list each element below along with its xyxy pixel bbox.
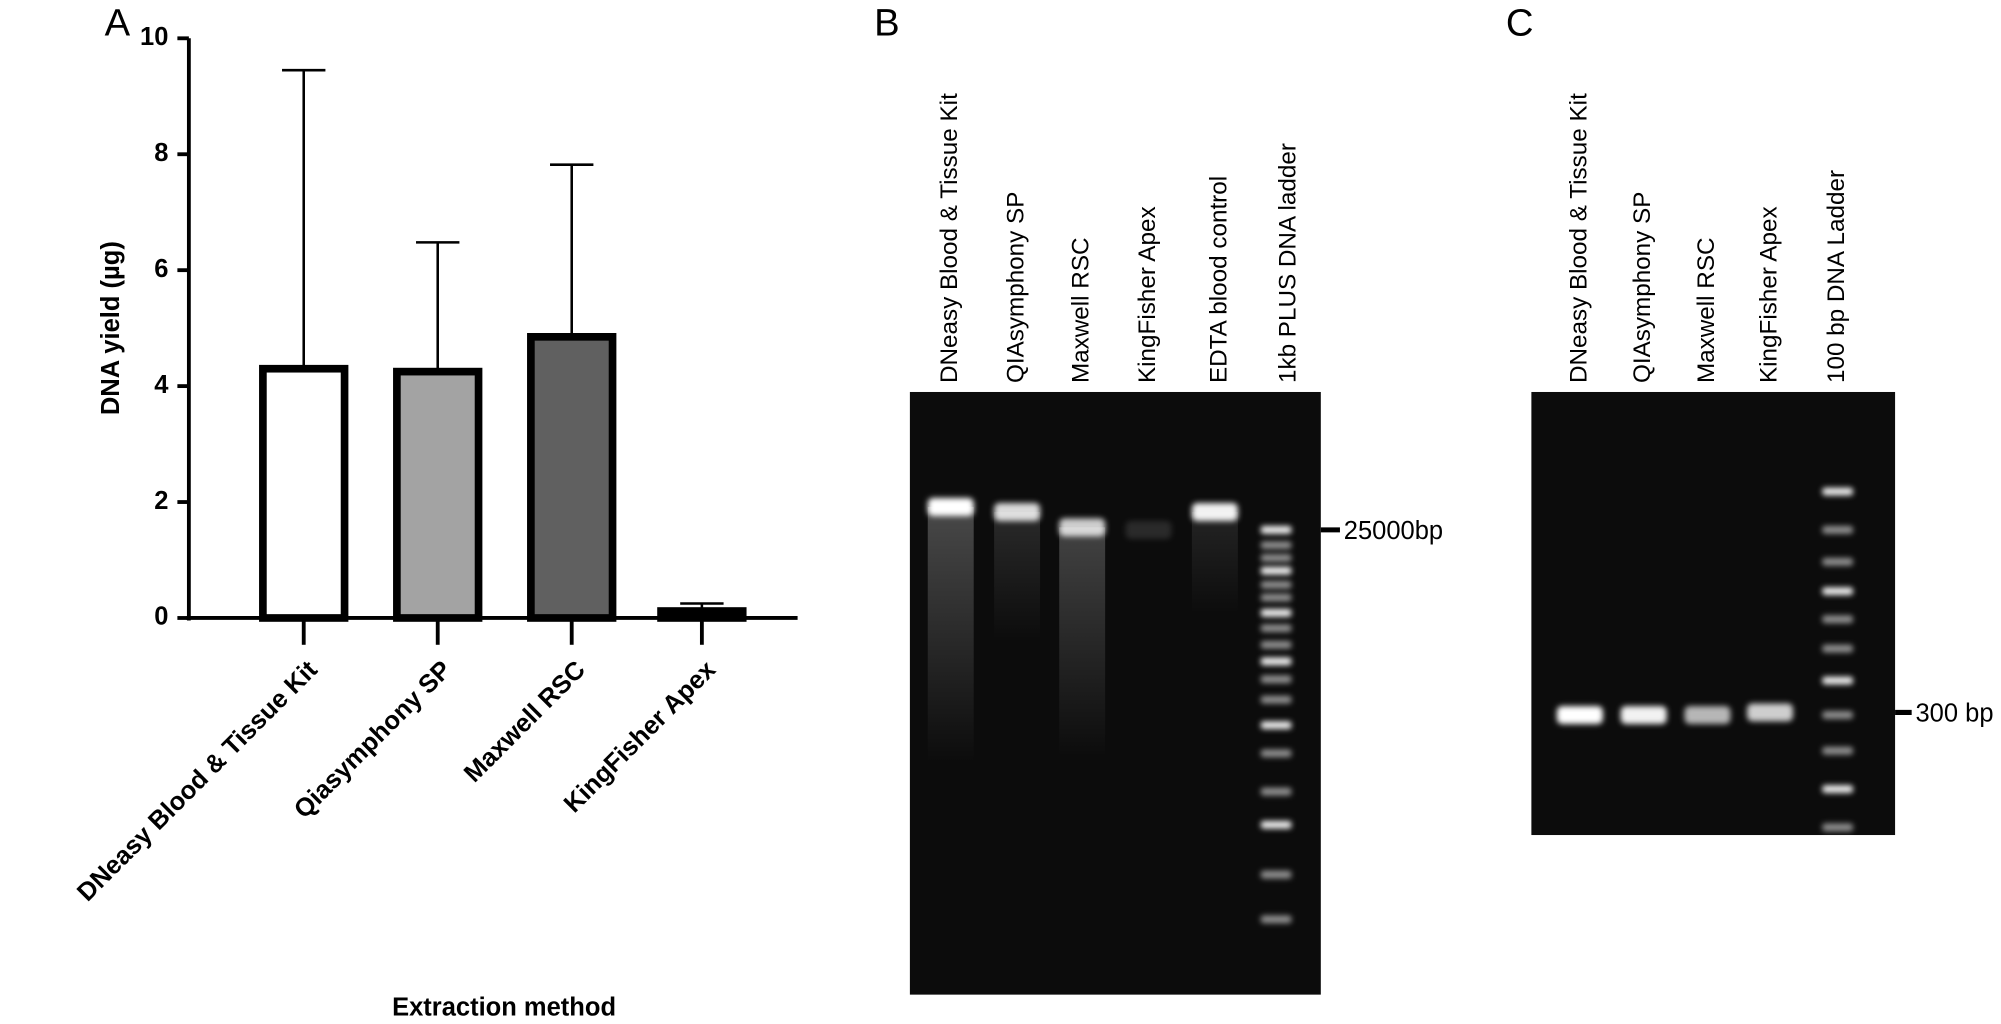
ladder-band <box>1260 554 1292 562</box>
ladder-band <box>1260 657 1292 666</box>
ladder-band <box>1822 526 1853 534</box>
ladder-band <box>1822 615 1853 624</box>
smear <box>927 506 974 763</box>
y-tick-label: 10 <box>140 23 168 51</box>
ladder-band <box>1260 721 1292 730</box>
panel-label: C <box>1506 2 1534 45</box>
lane-label: QIAsymphony SP <box>1003 192 1030 383</box>
smear <box>1059 527 1106 758</box>
ladder-band <box>1260 915 1292 924</box>
ladder-band <box>1260 541 1292 550</box>
ladder-band <box>1260 624 1292 633</box>
bar <box>657 607 747 622</box>
lane-label: KingFisher Apex <box>1134 206 1161 383</box>
ladder-band <box>1260 870 1292 879</box>
lane-label: 1kb PLUS DNA ladder <box>1274 143 1301 383</box>
ladder-band <box>1822 557 1853 566</box>
band <box>1059 518 1106 537</box>
lane-label: DNeasy Blood & Tissue Kit <box>936 93 963 383</box>
y-tick-label: 4 <box>154 371 169 399</box>
lane-label: EDTA blood control <box>1205 176 1232 383</box>
panel-label: B <box>874 2 900 45</box>
ladder-band <box>1822 587 1853 595</box>
ladder-band <box>1822 676 1853 685</box>
smear <box>1191 512 1238 615</box>
ladder-band <box>1822 823 1853 832</box>
band <box>994 503 1041 521</box>
band <box>1620 706 1667 724</box>
ladder-band <box>1260 675 1292 684</box>
ladder-band <box>1260 640 1292 649</box>
y-axis-label: DNA yield (µg) <box>97 241 125 415</box>
ladder-band <box>1260 566 1292 575</box>
ladder-band <box>1260 787 1292 796</box>
ladder-band <box>1822 746 1853 755</box>
ladder-band <box>1260 695 1292 704</box>
panel-label: A <box>105 2 131 45</box>
bar <box>393 367 483 622</box>
gel-c: C DNeasy Blood & Tissue Kit QIAsymphony SP… <box>1506 2 1994 836</box>
lane-label: Maxwell RSC <box>1068 237 1095 383</box>
ladder-band <box>1260 580 1292 589</box>
band <box>1191 503 1238 521</box>
band <box>1556 706 1603 724</box>
ladder-band <box>1260 820 1292 829</box>
ladder-band <box>1260 609 1292 617</box>
lane-label: QIAsymphony SP <box>1629 192 1656 383</box>
band <box>1747 703 1793 722</box>
x-axis-label: Extraction method <box>392 993 616 1021</box>
bar <box>259 364 349 622</box>
lane-label: DNeasy Blood & Tissue Kit <box>1565 93 1592 383</box>
ladder-band <box>1822 785 1853 793</box>
marker-label: 300 bp <box>1915 700 1993 728</box>
ladder-band <box>1260 526 1292 534</box>
y-tick-label: 6 <box>154 255 168 283</box>
band <box>927 497 974 516</box>
ladder-band <box>1822 487 1853 496</box>
y-tick-label: 2 <box>154 487 168 515</box>
x-tick-label: DNeasy Blood & Tissue Kit <box>72 655 323 906</box>
y-tick-label: 0 <box>154 603 168 631</box>
x-tick-label: Maxwell RSC <box>459 656 591 788</box>
gel-image <box>1531 391 1896 836</box>
marker-label: 25000bp <box>1344 517 1443 545</box>
band <box>1125 520 1172 539</box>
gel-image <box>909 391 1321 995</box>
ladder-band <box>1260 749 1292 758</box>
lane-label: Maxwell RSC <box>1693 237 1720 383</box>
gel-b: B DNeasy Blood & Tissue Kit QIAsymphony SP… <box>874 2 1443 995</box>
lane-label: KingFisher Apex <box>1755 206 1782 383</box>
ladder-band <box>1260 593 1292 602</box>
bar <box>527 333 617 622</box>
lane-label: 100 bp DNA Ladder <box>1823 170 1850 383</box>
y-tick-label: 8 <box>154 139 168 167</box>
smear <box>994 512 1041 640</box>
band <box>1684 706 1731 724</box>
ladder-band <box>1822 644 1853 653</box>
ladder-band <box>1822 711 1853 719</box>
